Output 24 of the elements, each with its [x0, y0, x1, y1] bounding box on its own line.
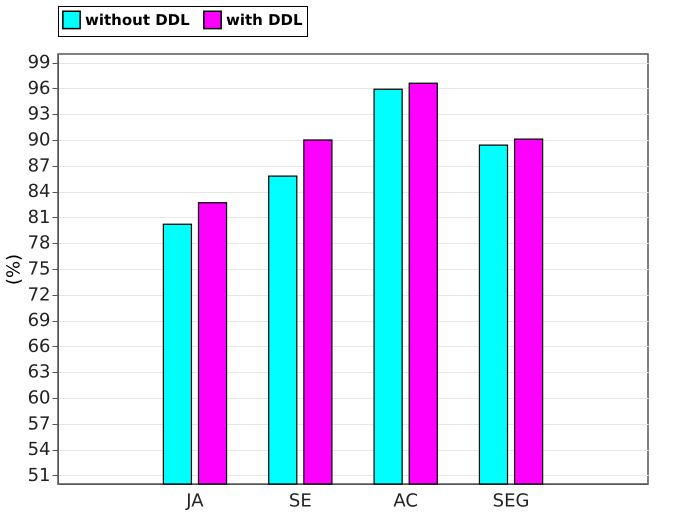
y-tick-label: 78 — [28, 232, 50, 254]
y-tick-label: 72 — [28, 284, 50, 306]
legend-label: without DDL — [85, 10, 190, 29]
y-tick-label: 75 — [28, 258, 50, 280]
y-tick-label: 69 — [28, 310, 50, 332]
y-tick-label: 90 — [28, 130, 50, 150]
y-tick-label: 84 — [28, 181, 50, 202]
y-tick-label: 54 — [28, 439, 50, 460]
x-tick-label: SE — [288, 490, 312, 512]
y-tick-label: 93 — [28, 104, 50, 125]
legend-label: with DDL — [226, 10, 303, 29]
x-tick-label: SEG — [492, 490, 530, 512]
y-tick-label: 57 — [28, 413, 50, 434]
y-tick-label: 96 — [28, 78, 50, 99]
y-tick-label: 99 — [28, 52, 50, 74]
y-tick-label: 87 — [28, 155, 50, 176]
y-tick-label: 51 — [28, 464, 50, 486]
y-tick-label: 60 — [28, 388, 50, 408]
y-axis-title: (%) — [4, 254, 25, 286]
x-tick-label: JA — [185, 490, 204, 512]
x-tick-label: AC — [393, 490, 418, 512]
y-tick-label: 63 — [28, 362, 50, 383]
y-tick-label: 81 — [28, 206, 50, 228]
y-tick-label: 66 — [28, 336, 50, 357]
